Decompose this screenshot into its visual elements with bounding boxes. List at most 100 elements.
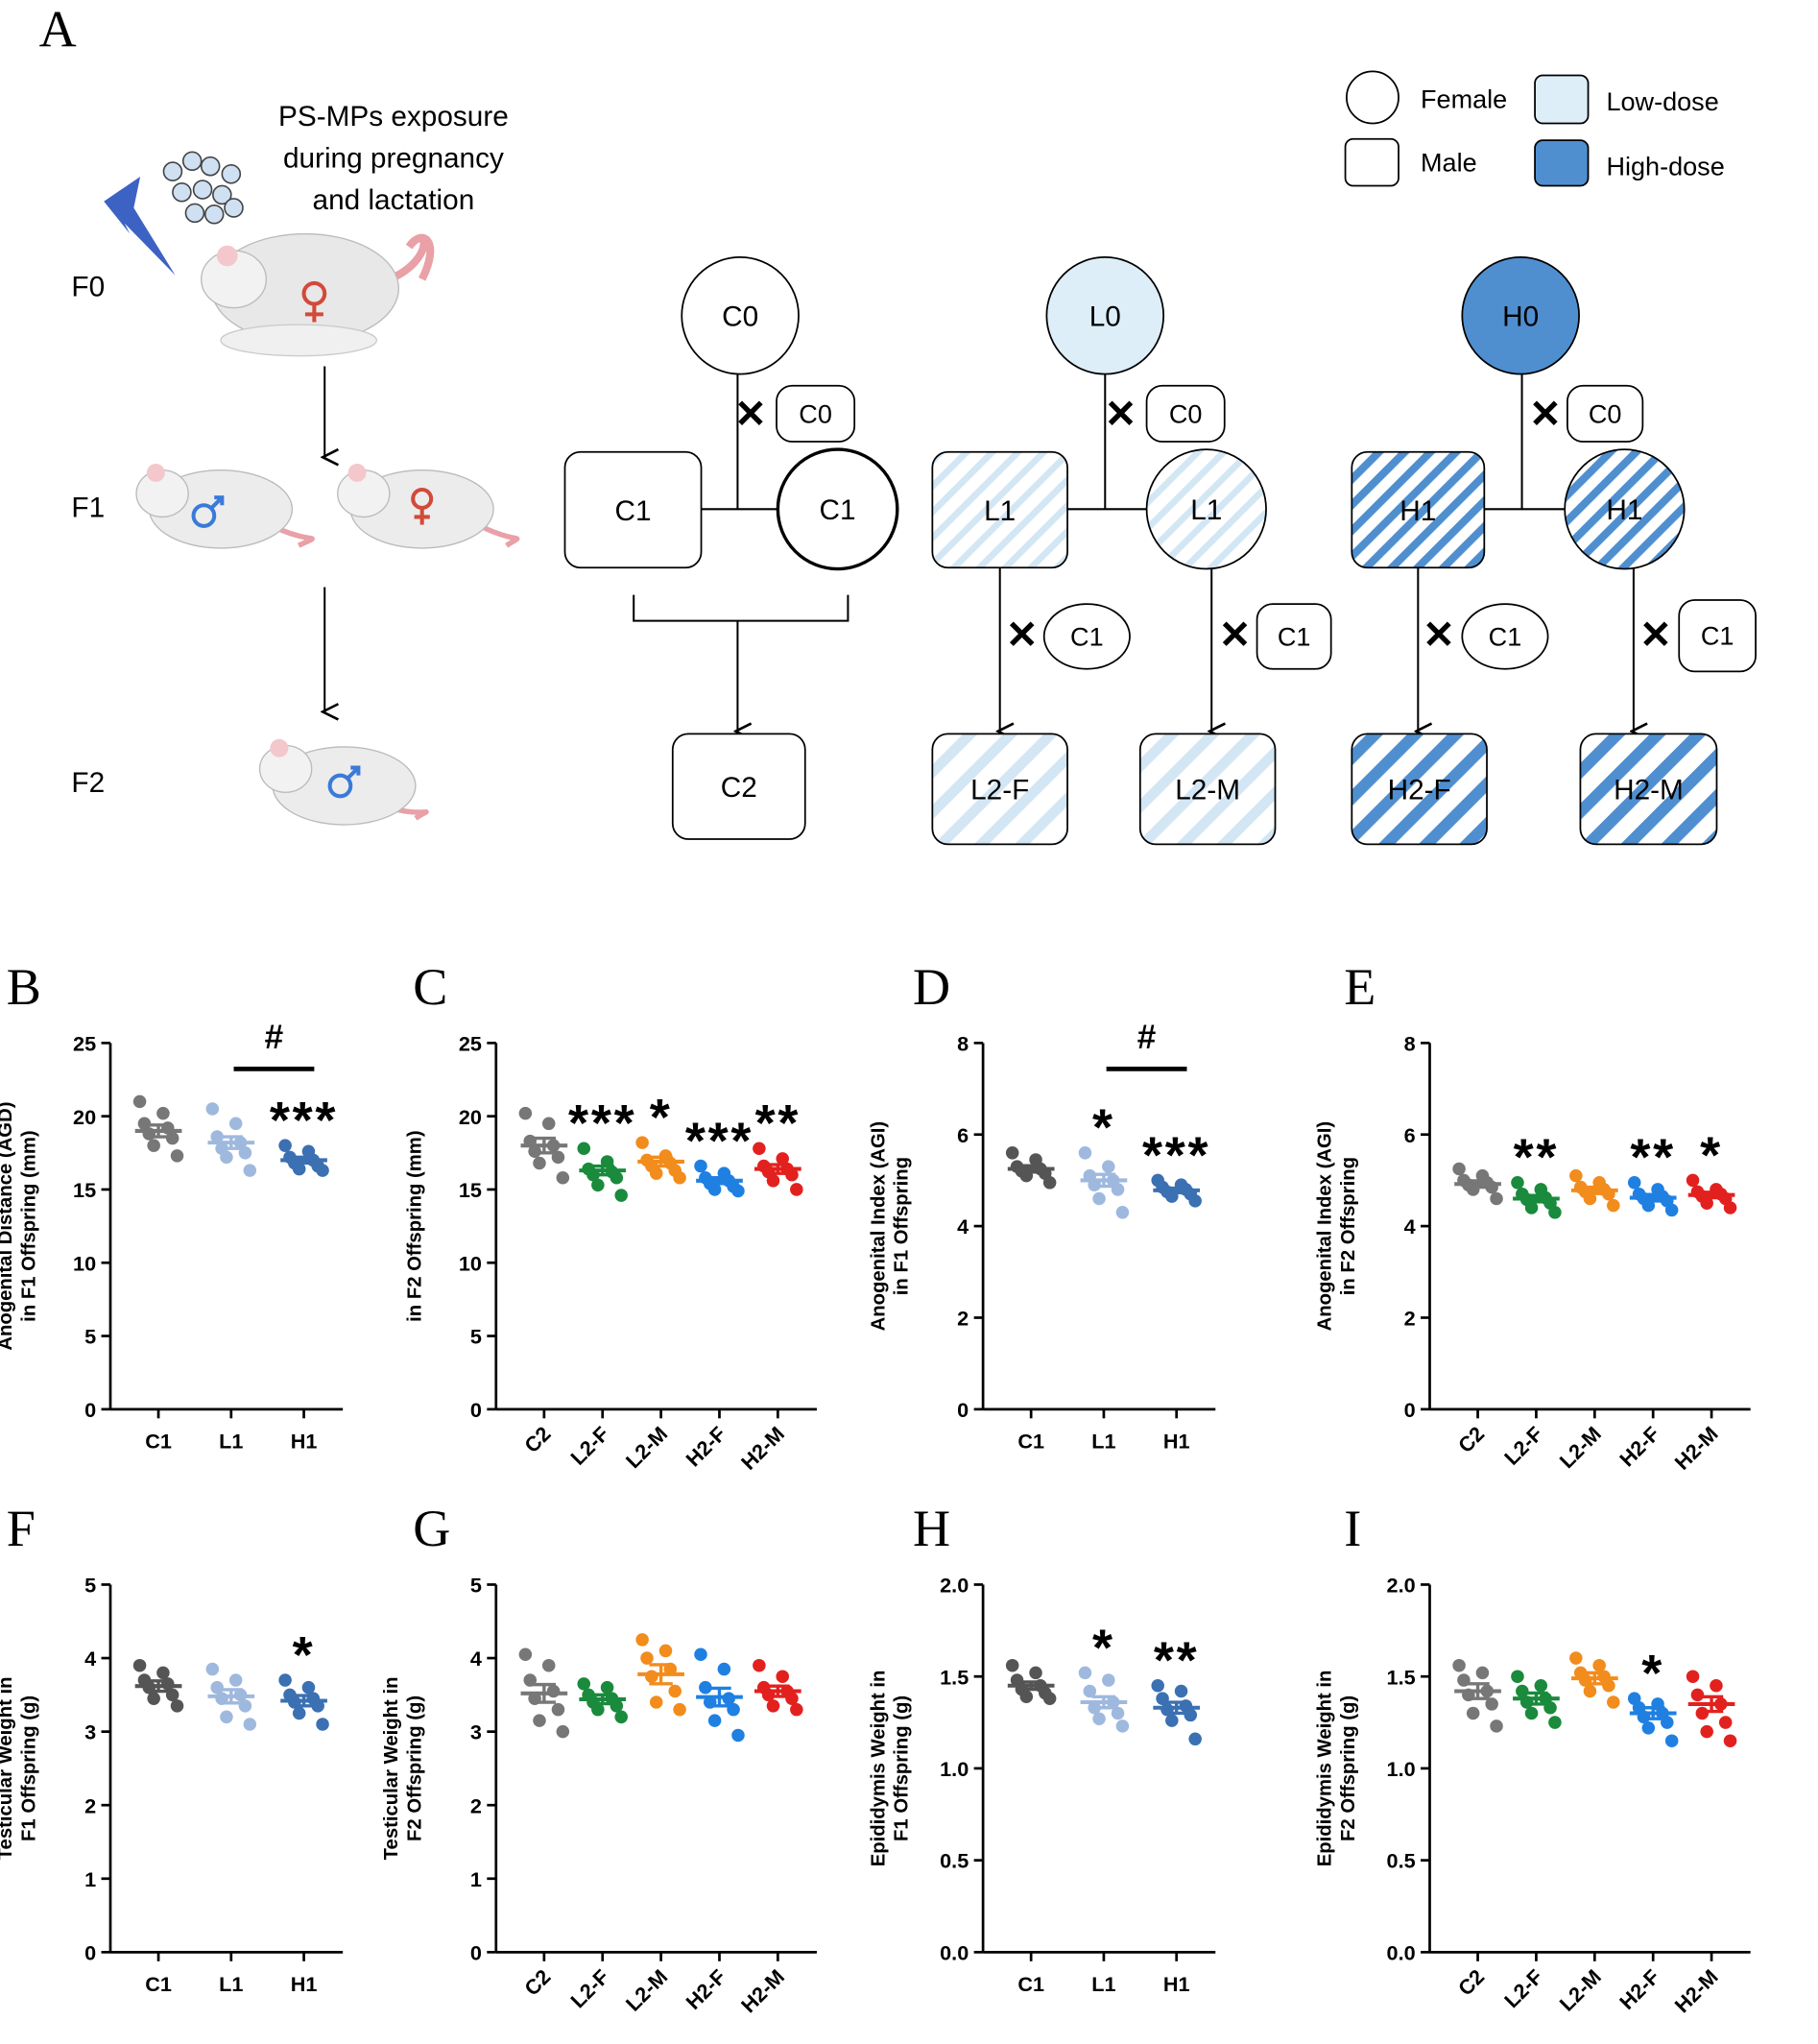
- data-point: [1723, 1201, 1737, 1214]
- y-axis-label: F2 Offspring (g): [1338, 1695, 1359, 1841]
- x-tick-label: H2-M: [1670, 1964, 1723, 2017]
- data-point: [228, 1673, 243, 1687]
- significance-star: ***: [270, 1092, 338, 1149]
- data-point: [1583, 1684, 1597, 1698]
- data-point: [1165, 1714, 1179, 1727]
- data-point: [1042, 1176, 1057, 1190]
- y-axis-label: in F2 Offspring: [1338, 1157, 1359, 1295]
- node-label: C1: [1278, 622, 1311, 651]
- data-point: [1723, 1734, 1737, 1747]
- node-label: H2-M: [1614, 775, 1684, 806]
- data-point: [1700, 1196, 1713, 1211]
- data-point: [1569, 1651, 1583, 1665]
- data-point: [753, 1142, 766, 1155]
- data-point: [243, 1718, 257, 1731]
- x-tick-label: L1: [1091, 1429, 1115, 1453]
- data-point: [766, 1699, 780, 1713]
- y-tick-label: 0.0: [1387, 1940, 1416, 1964]
- sem-bar: [1018, 1164, 1043, 1174]
- node-shape: [1567, 384, 1644, 443]
- y-axis-label: Testicular Weight in: [0, 1677, 16, 1861]
- sem-bar: [707, 1176, 731, 1186]
- bracket-label: #: [265, 1019, 284, 1056]
- data-point: [1710, 1679, 1723, 1693]
- data-point: [1686, 1670, 1700, 1683]
- data-point: [1686, 1173, 1700, 1188]
- sem-bar: [1466, 1682, 1490, 1700]
- panel-letter: G: [413, 1500, 450, 1557]
- data-point: [1641, 1721, 1656, 1735]
- significance-star: *: [1641, 1645, 1664, 1702]
- legend: Female Male Low-dose High-dose: [1344, 70, 1725, 187]
- node-label: L2-F: [970, 775, 1029, 806]
- data-point: [1005, 1146, 1019, 1160]
- data-point: [1490, 1191, 1503, 1206]
- significance-star: ***: [568, 1094, 636, 1152]
- data-point: [1534, 1679, 1548, 1693]
- y-axis-label: in F1 Offspring: [892, 1157, 913, 1295]
- data-point: [518, 1106, 533, 1120]
- node-label: C1: [1489, 622, 1522, 651]
- data-point: [292, 1162, 306, 1176]
- sem-bar: [292, 1155, 316, 1166]
- x-tick-label: H1: [291, 1972, 318, 1996]
- mouse-f2-male: [258, 738, 429, 826]
- sem-bar: [1466, 1179, 1490, 1190]
- data-point: [1466, 1706, 1480, 1720]
- node-shape: [1461, 603, 1549, 670]
- y-tick-label: 4: [470, 1647, 482, 1671]
- data-point: [1690, 1688, 1705, 1702]
- y-tick-label: 2: [470, 1793, 482, 1817]
- node-shape: [1145, 384, 1226, 443]
- data-point: [1475, 1666, 1490, 1680]
- data-point: [776, 1670, 789, 1683]
- sem-bar: [766, 1684, 790, 1698]
- x-tick-label: H2-M: [1670, 1422, 1723, 1475]
- sem-bar: [1164, 1700, 1188, 1716]
- x-tick-label: L2-F: [1499, 1422, 1547, 1470]
- sem-bar: [649, 1663, 673, 1686]
- data-point: [635, 1633, 649, 1647]
- data-point: [1078, 1146, 1092, 1160]
- panel-letter: H: [913, 1500, 950, 1557]
- data-point: [1078, 1666, 1092, 1680]
- y-axis-label: Anogenital Index (AGI): [1315, 1121, 1336, 1332]
- significance-star: **: [1514, 1129, 1560, 1187]
- node-shape: [671, 733, 806, 840]
- y-axis-label: F2 Offspring (g): [404, 1695, 425, 1841]
- x-tick-label: C1: [1017, 1972, 1044, 1996]
- data-point: [147, 1139, 160, 1152]
- significance-star: *: [650, 1089, 673, 1146]
- data-point: [1174, 1684, 1188, 1698]
- x-tick-label: L2-M: [1555, 1964, 1606, 2015]
- node-shape: [1678, 599, 1757, 673]
- y-tick-label: 0: [470, 1940, 482, 1964]
- panel-letter: F: [7, 1500, 36, 1557]
- y-tick-label: 0: [84, 1398, 96, 1422]
- significance-star: *: [1092, 1099, 1115, 1157]
- data-point: [776, 1152, 789, 1166]
- data-point: [165, 1131, 179, 1145]
- y-tick-label: 4: [957, 1214, 969, 1238]
- data-point: [316, 1718, 329, 1731]
- x-tick-label: C2: [519, 1964, 555, 2000]
- sem-bar: [1091, 1695, 1116, 1710]
- x-tick-label: C1: [145, 1429, 172, 1453]
- y-tick-label: 5: [84, 1325, 96, 1349]
- data-point: [1111, 1706, 1125, 1720]
- x-tick-label: L2-F: [565, 1422, 613, 1470]
- y-tick-label: 10: [73, 1251, 96, 1275]
- data-point: [1151, 1679, 1164, 1693]
- data-point: [1102, 1673, 1115, 1687]
- data-point: [316, 1164, 329, 1177]
- data-point: [600, 1680, 614, 1695]
- data-point: [577, 1142, 591, 1155]
- node-shape: [1579, 733, 1718, 846]
- data-point: [1548, 1716, 1562, 1729]
- data-point: [546, 1684, 561, 1698]
- node-shape: [1045, 255, 1165, 375]
- legend-label: Low-dose: [1606, 87, 1718, 116]
- data-point: [1627, 1176, 1641, 1190]
- sem-bar: [1699, 1190, 1724, 1200]
- data-point: [1569, 1168, 1583, 1183]
